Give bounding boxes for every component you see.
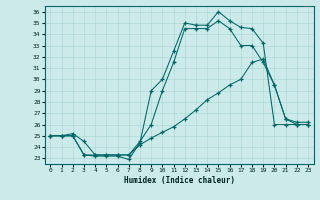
X-axis label: Humidex (Indice chaleur): Humidex (Indice chaleur) xyxy=(124,176,235,185)
